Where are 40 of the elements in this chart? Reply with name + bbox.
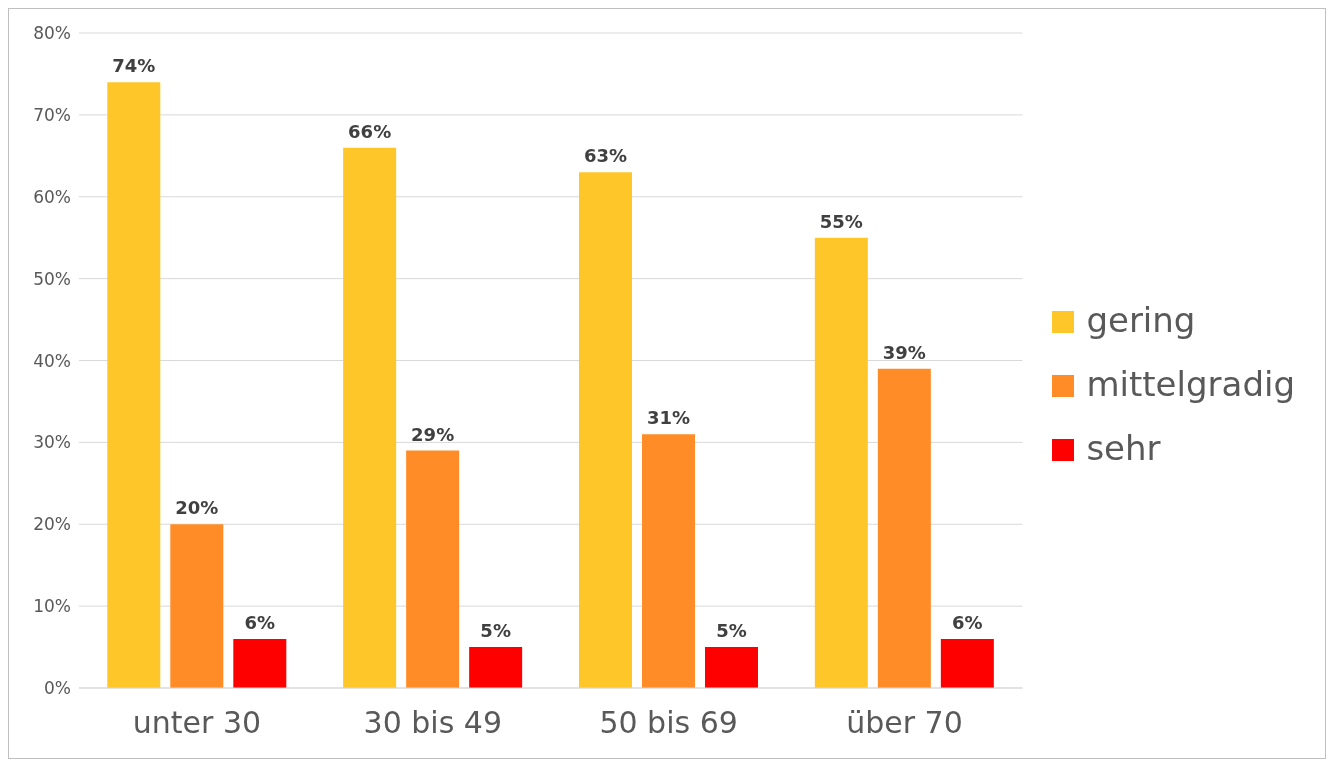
bar <box>814 237 868 688</box>
data-label: 5% <box>716 620 747 642</box>
x-tick-label: über 70 <box>846 705 963 741</box>
bar <box>579 172 632 688</box>
bar <box>343 147 397 688</box>
bar <box>233 638 287 688</box>
y-tick-label: 70% <box>33 104 71 125</box>
bar <box>107 82 161 688</box>
data-label: 63% <box>583 145 628 167</box>
data-label: 20% <box>175 497 219 519</box>
x-tick-label: 50 bis 69 <box>599 705 738 741</box>
data-label: 6% <box>244 611 276 633</box>
data-label: 55% <box>819 210 863 232</box>
data-label: 29% <box>411 423 455 445</box>
data-label: 66% <box>348 120 392 142</box>
legend-label: sehr <box>1086 427 1161 468</box>
bar <box>877 368 931 688</box>
y-tick-label: 80% <box>33 23 71 44</box>
x-tick-label: 30 bis 49 <box>363 705 502 741</box>
y-tick-label: 40% <box>33 350 71 371</box>
data-label: 5% <box>480 620 511 642</box>
legend-label: mittelgradig <box>1086 363 1295 404</box>
y-tick-label: 50% <box>33 268 71 289</box>
bar <box>642 434 695 688</box>
bar <box>170 524 224 688</box>
x-tick-label: unter 30 <box>132 705 262 741</box>
bar <box>940 638 994 688</box>
y-tick-label: 60% <box>33 186 71 207</box>
y-tick-label: 20% <box>33 514 71 535</box>
y-tick-label: 10% <box>33 596 71 617</box>
bar <box>469 647 523 688</box>
legend-label: gering <box>1086 299 1196 340</box>
data-label: 6% <box>952 611 983 633</box>
y-tick-label: 30% <box>33 432 71 453</box>
bar <box>705 647 758 688</box>
data-label: 31% <box>646 407 691 429</box>
data-label: 39% <box>882 341 926 363</box>
y-tick-label: 0% <box>44 678 71 699</box>
data-label: 74% <box>112 55 156 77</box>
bar <box>406 450 460 688</box>
